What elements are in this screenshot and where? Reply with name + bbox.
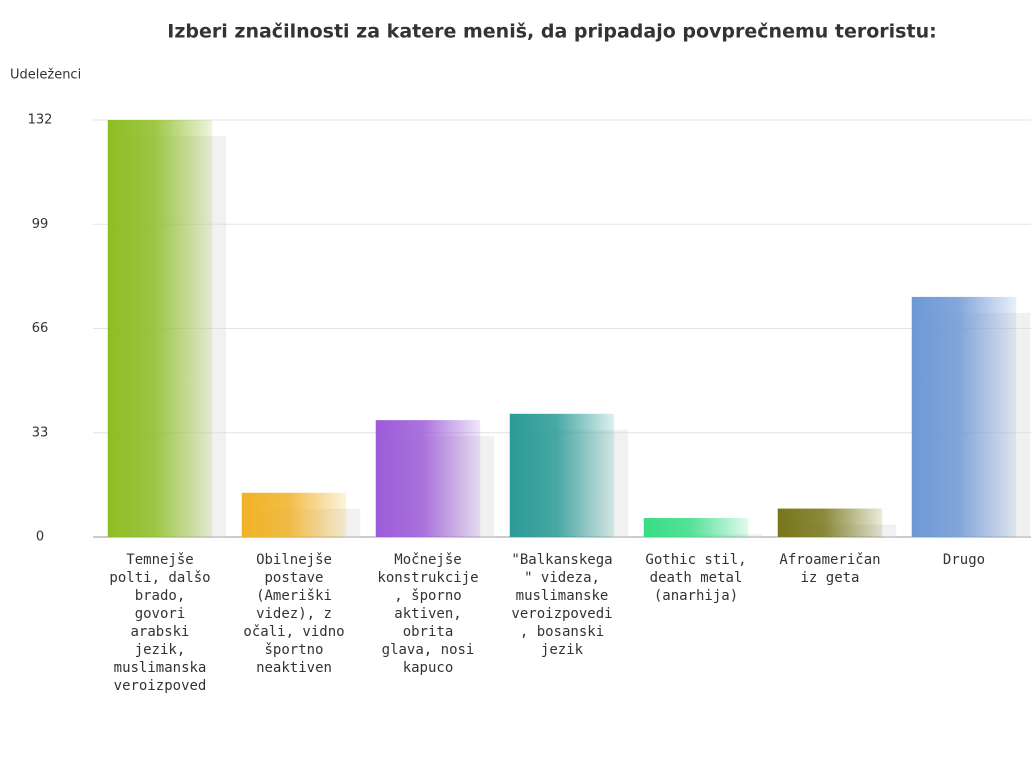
bar <box>241 492 347 537</box>
x-tick-label: Drugo <box>942 552 986 568</box>
bar <box>911 296 1017 537</box>
x-tick-label: Obilnejše postave (Ameriški videz), z oč… <box>243 552 345 676</box>
bar <box>643 518 749 537</box>
x-tick-label: Močnejše konstrukcije, šporno aktiven, o… <box>377 552 479 676</box>
x-tick-label: Gothic stil, death metal (anarhija) <box>645 552 747 604</box>
y-tick-label: 0 <box>36 530 44 545</box>
x-tick-label: Afroameričan iz geta <box>779 552 881 586</box>
y-axis-label: Udeleženci <box>10 68 81 83</box>
bar <box>777 508 883 537</box>
y-tick-label: 66 <box>32 321 49 336</box>
bar <box>107 120 213 537</box>
bar <box>375 420 481 537</box>
y-tick-label: 132 <box>28 113 53 128</box>
chart-title: Izberi značilnosti za katere meniš, da p… <box>167 21 936 43</box>
x-tick-label: "Balkanskega" videza, muslimanske veroiz… <box>511 552 613 658</box>
y-tick-label: 99 <box>32 217 49 232</box>
bar <box>509 413 615 537</box>
y-tick-label: 33 <box>32 425 49 440</box>
x-tick-label: Temnejše polti, dalšo brado, govori arab… <box>109 552 211 694</box>
